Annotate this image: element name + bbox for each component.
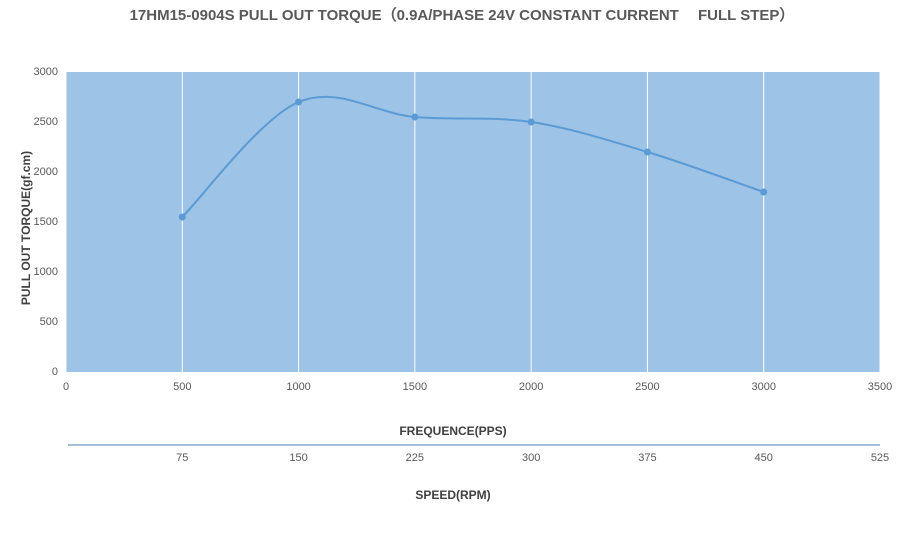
point (411, 113, 419, 121)
point (295, 98, 303, 106)
x2-tick-label: 450 (755, 452, 773, 464)
point (178, 213, 186, 221)
x-tick-label: 3500 (868, 381, 892, 393)
y-tick-label: 2500 (34, 116, 58, 128)
chart-title: 17HM15-0904S PULL OUT TORQUE（0.9A/PHASE … (130, 6, 795, 24)
x2-tick-label: 225 (406, 452, 424, 464)
x-tick-label: 3000 (751, 381, 775, 393)
x-tick-label: 1500 (403, 381, 427, 393)
x-tick-label: 1000 (286, 381, 310, 393)
y-tick-label: 0 (52, 366, 58, 378)
y-tick-label: 2000 (34, 166, 58, 178)
y-tick-label: 500 (40, 316, 58, 328)
x2-tick-label: 150 (289, 452, 307, 464)
y-axis-label: PULL OUT TORQUE(gf.cm) (19, 151, 33, 305)
x2-tick-label: 75 (176, 452, 188, 464)
x2-tick-label: 375 (638, 452, 656, 464)
x2-tick-label: 525 (871, 452, 889, 464)
y-tick-label: 1500 (34, 216, 58, 228)
x-tick-label: 2000 (519, 381, 543, 393)
x-axis-label: FREQUENCE(PPS) (399, 424, 506, 438)
point (760, 188, 768, 196)
point (527, 118, 535, 126)
y-tick-label: 3000 (34, 66, 58, 78)
y-tick-label: 1000 (34, 266, 58, 278)
point (643, 148, 651, 156)
x-tick-label: 2500 (635, 381, 659, 393)
x-tick-label: 500 (173, 381, 191, 393)
series-line (181, 95, 765, 218)
plot-area (66, 72, 880, 372)
x-tick-label: 0 (63, 381, 69, 393)
x2-axis-label: SPEED(RPM) (415, 488, 490, 502)
x2-tick-label: 300 (522, 452, 540, 464)
